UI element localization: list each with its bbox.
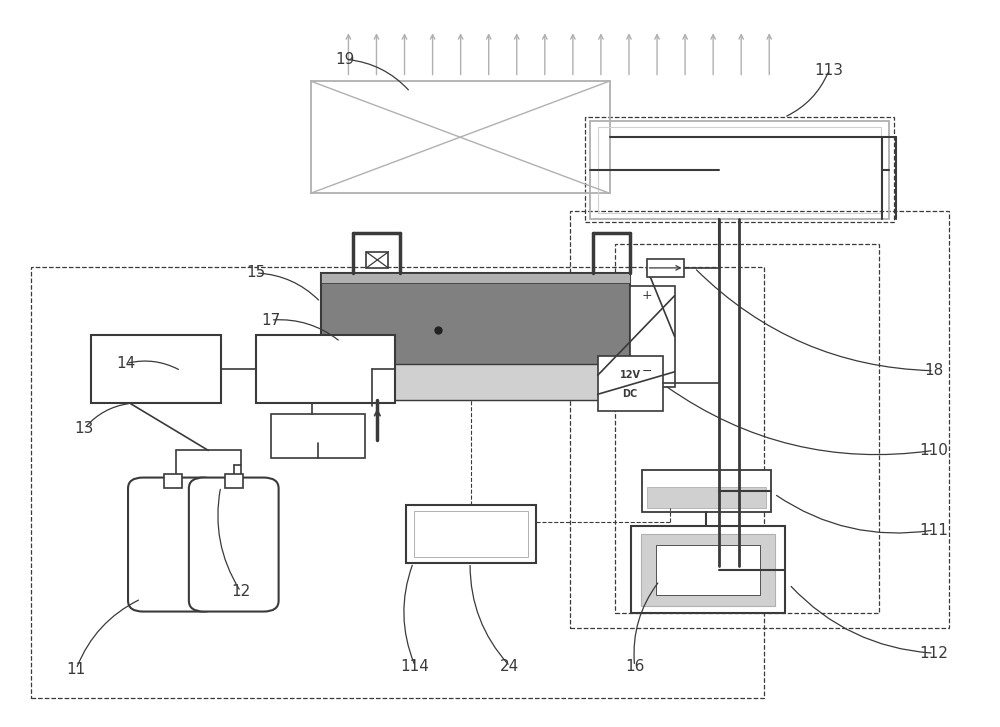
Text: 19: 19 (336, 52, 355, 67)
Text: −: − (642, 366, 652, 378)
Bar (598, 126, 881, 213)
Text: 111: 111 (919, 523, 948, 537)
Text: 24: 24 (500, 659, 520, 674)
Bar (225, 474, 243, 489)
Bar (598, 356, 663, 411)
Text: 11: 11 (67, 662, 86, 677)
Bar (31, 268, 764, 698)
Text: +: + (642, 289, 652, 302)
Text: DC: DC (623, 389, 638, 399)
Bar (642, 470, 771, 512)
FancyBboxPatch shape (189, 478, 279, 611)
Text: 112: 112 (919, 646, 948, 661)
Bar (366, 252, 388, 268)
Text: 16: 16 (625, 659, 644, 674)
Bar (656, 545, 760, 595)
Bar (256, 334, 395, 403)
Text: 17: 17 (261, 313, 280, 328)
Bar (271, 414, 365, 458)
Bar (91, 334, 221, 403)
Bar (414, 510, 528, 557)
Bar (585, 117, 894, 222)
Bar (320, 273, 630, 283)
Text: 12: 12 (231, 584, 250, 599)
Bar (570, 212, 949, 628)
Bar (630, 286, 675, 387)
Bar (164, 474, 182, 489)
Bar (647, 260, 684, 276)
Bar (176, 451, 241, 479)
Text: 13: 13 (74, 421, 94, 436)
Text: 113: 113 (815, 63, 844, 78)
Bar (320, 273, 630, 400)
Bar (647, 487, 766, 508)
Text: 110: 110 (919, 443, 948, 458)
Text: 12V: 12V (620, 370, 641, 380)
Text: 14: 14 (116, 356, 136, 371)
Bar (641, 534, 775, 606)
Bar (406, 505, 536, 563)
Text: 15: 15 (246, 265, 265, 281)
Bar (631, 526, 785, 614)
Bar (320, 364, 630, 400)
Text: 18: 18 (924, 364, 943, 378)
Bar (615, 244, 879, 614)
Bar (311, 81, 610, 193)
Text: 114: 114 (401, 659, 430, 674)
FancyBboxPatch shape (128, 478, 218, 611)
Bar (590, 121, 889, 219)
